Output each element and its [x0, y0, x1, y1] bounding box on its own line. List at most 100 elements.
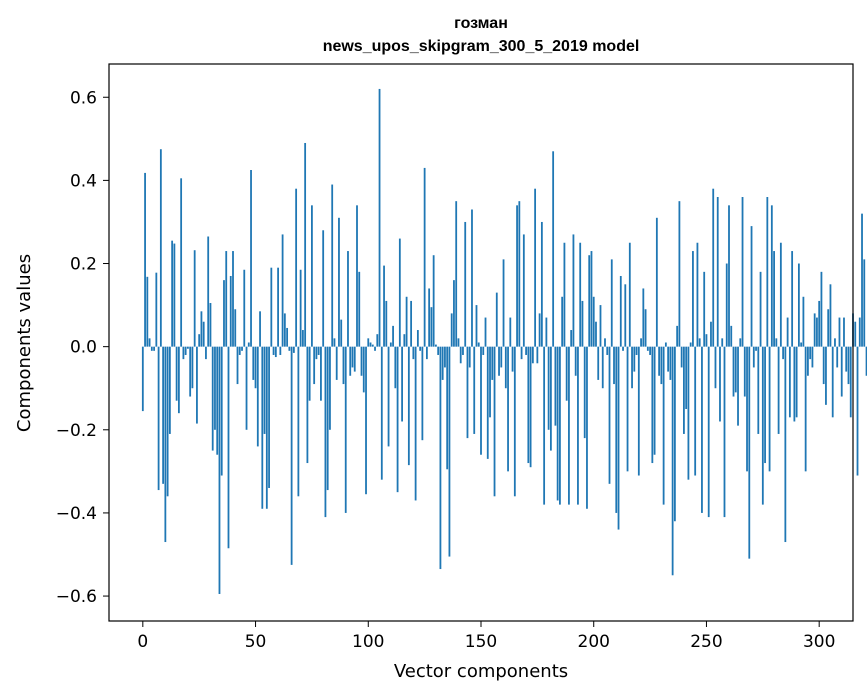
bar-78 [317, 346, 320, 355]
y-axis-label: Components values [14, 254, 35, 432]
bar-122 [416, 330, 419, 347]
bar-92 [349, 346, 352, 376]
bar-252 [710, 321, 712, 347]
bar-261 [730, 325, 733, 347]
x-tick-label: 0 [137, 632, 148, 652]
bar-290 [795, 346, 798, 418]
bar-154 [489, 346, 491, 418]
bar-74 [308, 346, 311, 401]
bar-195 [581, 300, 584, 347]
bar-16 [177, 346, 180, 414]
bar-43 [238, 346, 241, 355]
bar-308 [836, 346, 839, 368]
bar-2 [146, 276, 149, 347]
bar-258 [723, 346, 726, 518]
bar-295 [807, 346, 809, 376]
bar-202 [597, 346, 600, 380]
bar-132 [439, 346, 442, 570]
bar-53 [261, 346, 264, 509]
bar-310 [840, 346, 843, 397]
bar-244 [692, 251, 694, 347]
bar-280 [773, 251, 775, 347]
bar-126 [425, 346, 428, 360]
bar-198 [588, 255, 591, 347]
bar-33 [216, 346, 219, 455]
bar-245 [694, 346, 697, 476]
x-tick-label: 150 [465, 632, 497, 652]
bar-46 [245, 346, 248, 430]
bar-5 [153, 346, 155, 351]
bar-65 [288, 346, 291, 351]
bar-220 [637, 346, 640, 476]
bar-309 [838, 317, 841, 347]
y-tick-label: 0.4 [70, 171, 97, 191]
bar-81 [324, 346, 327, 518]
bar-130 [435, 344, 437, 347]
bar-287 [788, 346, 791, 418]
bar-121 [414, 346, 417, 501]
bar-113 [396, 346, 399, 493]
bar-250 [705, 334, 708, 347]
x-axis-label: Vector components [394, 661, 568, 682]
bar-257 [721, 338, 724, 347]
bar-225 [649, 346, 651, 355]
bar-10 [164, 346, 167, 543]
bar-210 [615, 346, 618, 513]
bar-234 [669, 346, 672, 380]
bar-276 [764, 346, 766, 464]
bar-161 [504, 346, 507, 389]
bar-217 [631, 346, 633, 389]
bar-256 [719, 346, 721, 422]
bar-129 [432, 255, 435, 347]
bar-282 [777, 346, 780, 434]
bar-281 [775, 338, 778, 347]
bar-95 [356, 205, 358, 347]
bar-305 [829, 284, 832, 347]
bar-85 [333, 338, 336, 347]
bar-233 [667, 346, 670, 372]
y-axis: −0.6 −0.4 −0.2 0.0 0.2 0.4 0.6 [56, 88, 109, 607]
bar-218 [633, 346, 636, 372]
bar-247 [698, 338, 701, 347]
bar-243 [689, 342, 692, 347]
bar-35 [220, 346, 223, 476]
bar-8 [159, 149, 162, 347]
bar-144 [466, 346, 469, 439]
bar-304 [827, 309, 830, 347]
bar-205 [604, 338, 606, 347]
bar-311 [843, 317, 845, 347]
bar-300 [818, 300, 821, 347]
bar-190 [570, 330, 573, 347]
bar-125 [423, 167, 426, 347]
bar-231 [662, 346, 665, 505]
bar-94 [353, 346, 356, 372]
bar-172 [529, 346, 532, 468]
bar-52 [259, 311, 261, 347]
bar-226 [651, 346, 654, 464]
bar-293 [802, 296, 805, 347]
bar-41 [234, 309, 237, 347]
bar-49 [252, 346, 255, 380]
bar-7 [157, 346, 160, 491]
y-tick-label: 0.6 [70, 88, 97, 108]
bar-54 [263, 346, 266, 434]
bar-201 [595, 321, 597, 347]
bar-139 [455, 201, 458, 347]
bar-275 [761, 346, 764, 505]
bar-118 [407, 346, 410, 466]
bar-164 [511, 346, 514, 372]
bar-158 [498, 346, 500, 376]
bar-200 [592, 296, 595, 347]
y-tick-label: 0.2 [70, 255, 97, 275]
bar-238 [678, 201, 681, 347]
bar-88 [340, 319, 343, 347]
bar-32 [214, 346, 216, 430]
bar-155 [491, 346, 494, 380]
bar-182 [552, 151, 555, 347]
bar-229 [658, 346, 661, 376]
bar-36 [223, 280, 225, 347]
bar-213 [622, 346, 624, 351]
bar-24 [196, 346, 198, 424]
bar-146 [471, 209, 473, 347]
bar-216 [628, 242, 631, 347]
